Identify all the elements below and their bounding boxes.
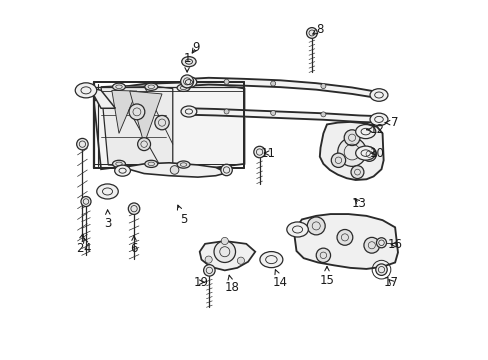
Text: 5: 5 <box>177 205 187 226</box>
Circle shape <box>330 153 345 167</box>
Circle shape <box>221 237 228 244</box>
Polygon shape <box>85 89 115 108</box>
Ellipse shape <box>260 252 282 267</box>
Text: 2: 2 <box>76 234 84 255</box>
Ellipse shape <box>97 184 118 199</box>
Circle shape <box>320 112 325 117</box>
Circle shape <box>306 217 325 235</box>
Text: 16: 16 <box>387 238 402 251</box>
Circle shape <box>253 146 265 158</box>
Circle shape <box>306 28 317 39</box>
Text: 18: 18 <box>224 275 239 294</box>
Text: 13: 13 <box>351 197 366 210</box>
Text: 19: 19 <box>193 276 208 289</box>
Circle shape <box>270 111 275 116</box>
Text: 10: 10 <box>369 147 384 159</box>
Text: 8: 8 <box>312 23 323 36</box>
Text: 15: 15 <box>319 266 334 287</box>
Text: 12: 12 <box>366 123 384 136</box>
Text: 3: 3 <box>104 210 112 230</box>
Text: 4: 4 <box>83 238 91 255</box>
Circle shape <box>320 84 325 89</box>
Circle shape <box>224 79 228 84</box>
Text: 7: 7 <box>385 116 398 129</box>
Ellipse shape <box>115 165 130 176</box>
Polygon shape <box>122 163 226 177</box>
Circle shape <box>77 138 88 150</box>
Ellipse shape <box>369 113 387 126</box>
Ellipse shape <box>177 161 190 168</box>
Ellipse shape <box>181 77 196 87</box>
Ellipse shape <box>182 57 196 67</box>
Circle shape <box>129 104 144 120</box>
Ellipse shape <box>369 89 387 101</box>
Circle shape <box>316 248 330 262</box>
Text: 17: 17 <box>383 276 398 289</box>
Ellipse shape <box>286 222 308 237</box>
Text: 1: 1 <box>183 51 190 72</box>
Circle shape <box>128 203 140 215</box>
Circle shape <box>344 130 359 145</box>
Circle shape <box>180 75 193 88</box>
Ellipse shape <box>112 160 125 167</box>
Circle shape <box>204 256 212 263</box>
Ellipse shape <box>177 84 190 91</box>
Circle shape <box>221 164 232 176</box>
Circle shape <box>336 229 352 245</box>
Text: 14: 14 <box>272 270 287 289</box>
Circle shape <box>81 197 91 207</box>
Circle shape <box>214 241 235 262</box>
Ellipse shape <box>181 106 196 117</box>
Circle shape <box>363 237 379 253</box>
Polygon shape <box>129 91 162 144</box>
Polygon shape <box>294 214 397 269</box>
Polygon shape <box>319 122 383 180</box>
Ellipse shape <box>355 125 375 139</box>
Circle shape <box>376 238 386 248</box>
Polygon shape <box>94 82 244 169</box>
Circle shape <box>337 138 366 166</box>
Circle shape <box>203 265 215 276</box>
Ellipse shape <box>112 83 125 90</box>
Circle shape <box>362 147 376 161</box>
Ellipse shape <box>144 83 158 90</box>
Polygon shape <box>199 241 255 270</box>
Ellipse shape <box>355 146 375 160</box>
Text: 11: 11 <box>260 147 275 159</box>
Ellipse shape <box>75 83 97 98</box>
Circle shape <box>224 109 228 114</box>
Ellipse shape <box>144 160 158 167</box>
Circle shape <box>155 116 169 130</box>
Circle shape <box>270 81 275 86</box>
Circle shape <box>237 257 244 264</box>
Polygon shape <box>101 86 172 166</box>
Text: 6: 6 <box>130 236 138 255</box>
Circle shape <box>170 166 179 174</box>
Circle shape <box>375 264 386 275</box>
Polygon shape <box>112 90 137 134</box>
Circle shape <box>137 138 150 150</box>
Text: 9: 9 <box>192 41 200 54</box>
Circle shape <box>350 166 363 179</box>
